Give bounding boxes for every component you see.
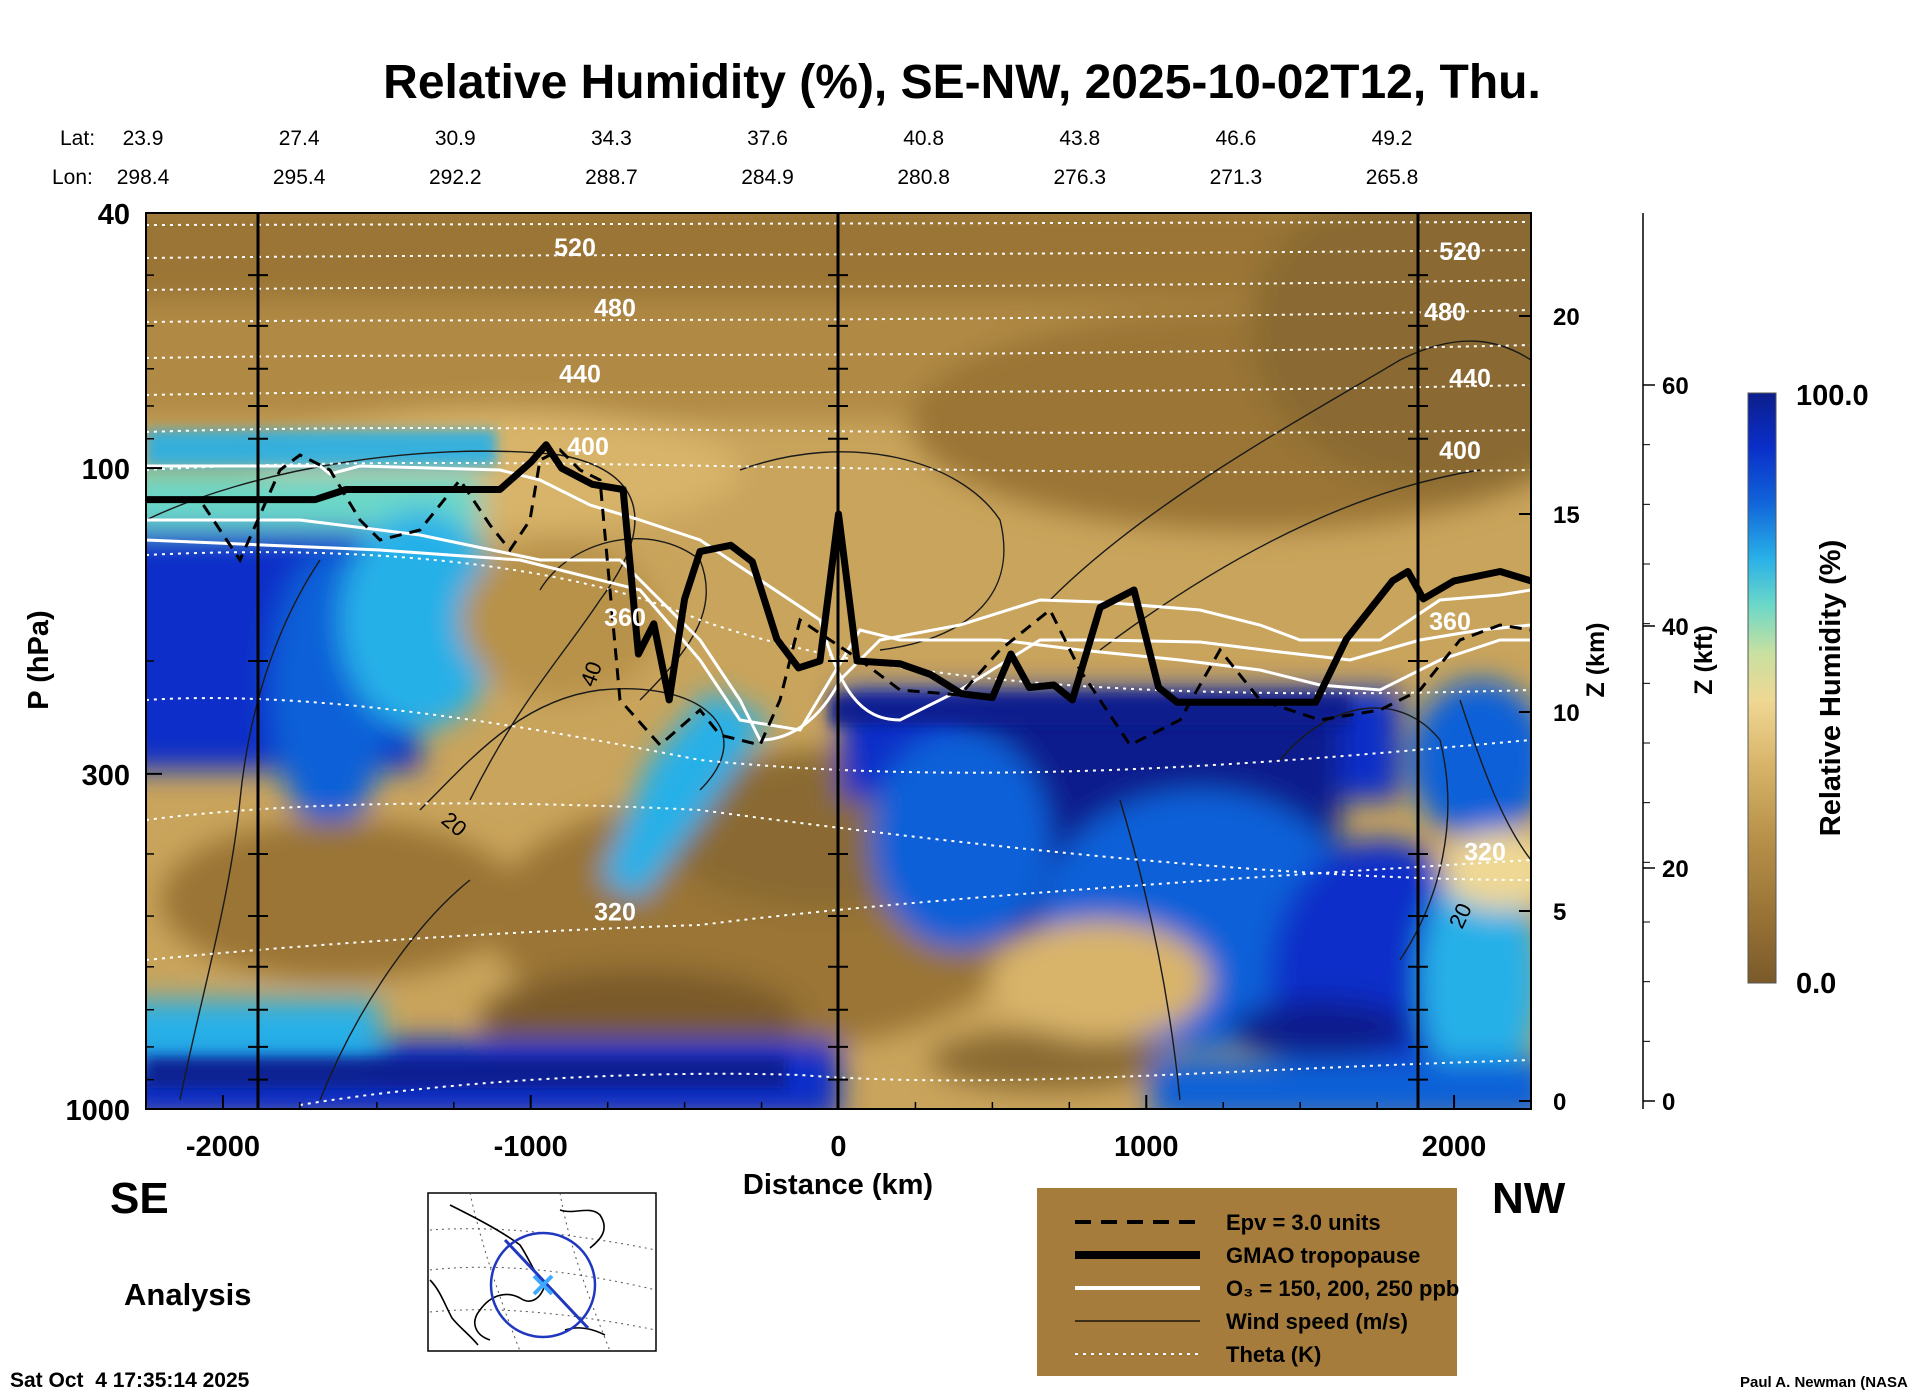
theta-label: 320: [594, 898, 636, 926]
lon-value: 288.7: [585, 166, 638, 189]
x-axis-label: Distance (km): [743, 1169, 933, 1201]
z-kft-tick-label: 40: [1662, 614, 1689, 641]
map-center-marker: [532, 1274, 554, 1296]
y-axis-label: P (hPa): [23, 610, 55, 709]
lat-value: 43.8: [1059, 127, 1100, 150]
lon-values: 298.4 295.4 292.2 288.7 284.9 280.8 276.3 271.3…: [117, 166, 1419, 189]
colorbar: [1747, 392, 1777, 984]
theta-label: 520: [1439, 238, 1481, 266]
theta-label: 520: [554, 234, 596, 262]
lon-value: 284.9: [741, 166, 794, 189]
epv-contour: [146, 448, 1531, 748]
z-km-ticks: 0 5 10 15 20: [1519, 304, 1580, 1116]
x-tick-label: 1000: [1114, 1131, 1179, 1163]
colorbar-min-label: 0.0: [1796, 968, 1836, 1000]
location-map-inset: [427, 1192, 657, 1352]
theta-label: 480: [1424, 299, 1466, 327]
credit: Paul A. Newman (NASA: [1740, 1374, 1908, 1391]
legend-tropopause: GMAO tropopause: [1226, 1243, 1420, 1268]
legend-wind: Wind speed (m/s): [1226, 1309, 1408, 1334]
lon-value: 295.4: [273, 166, 326, 189]
analysis-label: Analysis: [124, 1277, 252, 1312]
y-tick-label: 1000: [65, 1095, 130, 1127]
x-tick-label: -1000: [494, 1131, 568, 1163]
z-km-tick-label: 15: [1553, 502, 1580, 529]
direction-nw: NW: [1492, 1174, 1566, 1223]
theta-label: 480: [594, 295, 636, 323]
z-km-tick-label: 20: [1553, 304, 1580, 331]
y-tick-label: 100: [82, 454, 130, 486]
z-km-tick-label: 0: [1553, 1089, 1566, 1116]
lat-label: Lat:: [60, 127, 95, 150]
z-kft-axis-label: Z (kft): [1690, 625, 1718, 694]
theta-label: 360: [604, 604, 646, 632]
x-tick-label: 0: [830, 1131, 846, 1163]
map-range-circle: [489, 1231, 597, 1339]
x-tick-label: -2000: [186, 1131, 260, 1163]
lon-value: 271.3: [1210, 166, 1263, 189]
timestamp: Sat Oct 4 17:35:14 2025: [10, 1369, 250, 1392]
theta-labels: 520 520 480 480 440 440 400 400 360 360 320 320: [554, 234, 1506, 927]
lon-value: 292.2: [429, 166, 482, 189]
colorbar-max-label: 100.0: [1796, 380, 1869, 412]
chart-title: Relative Humidity (%), SE-NW, 2025-10-02…: [383, 56, 1541, 109]
lat-value: 40.8: [903, 127, 944, 150]
y-tick-label: 300: [82, 760, 130, 792]
legend-epv: Epv = 3.0 units: [1226, 1210, 1381, 1235]
z-kft-ticks: 0 20 40 60: [1643, 373, 1689, 1116]
lat-value: 37.6: [747, 127, 788, 150]
lon-value: 280.8: [897, 166, 950, 189]
colorbar-label: Relative Humidity (%): [1815, 540, 1847, 837]
theta-label: 400: [1439, 437, 1481, 465]
lat-values: 23.9 27.4 30.9 34.3 37.6 40.8 43.8 46.6 49.2: [123, 127, 1413, 150]
gmao-tropopause-line: [146, 441, 1531, 706]
theta-label: 360: [1429, 608, 1471, 636]
z-kft-tick-label: 60: [1662, 373, 1689, 400]
lon-value: 298.4: [117, 166, 170, 189]
direction-se: SE: [110, 1174, 169, 1223]
theta-label: 400: [567, 433, 609, 461]
lat-value: 46.6: [1215, 127, 1256, 150]
theta-label: 320: [1464, 838, 1506, 866]
legend-theta: Theta (K): [1226, 1342, 1321, 1367]
x-axis-ticks: -2000 -1000 0 1000 2000: [145, 1095, 1532, 1163]
lat-value: 23.9: [123, 127, 164, 150]
lat-value: 30.9: [435, 127, 476, 150]
lon-value: 265.8: [1366, 166, 1419, 189]
theta-label: 440: [1449, 365, 1491, 393]
z-kft-tick-label: 20: [1662, 856, 1689, 883]
ozone-contours: [146, 464, 1531, 742]
z-km-axis-label: Z (km): [1582, 623, 1610, 698]
lat-value: 34.3: [591, 127, 632, 150]
lat-value: 49.2: [1372, 127, 1413, 150]
y-axis-ticks: 40 100 300 1000: [65, 199, 1428, 1127]
z-kft-tick-label: 0: [1662, 1089, 1675, 1116]
y-tick-label: 40: [98, 199, 130, 231]
z-km-tick-label: 10: [1553, 700, 1580, 727]
map-coastline: [429, 1204, 606, 1346]
lon-value: 276.3: [1053, 166, 1106, 189]
x-tick-label: 2000: [1422, 1131, 1487, 1163]
lon-label: Lon:: [52, 166, 93, 189]
theta-label: 440: [559, 361, 601, 389]
legend-box: Epv = 3.0 units GMAO tropopause O₃ = 150…: [1037, 1188, 1459, 1376]
lat-value: 27.4: [279, 127, 320, 150]
legend-ozone: O₃ = 150, 200, 250 ppb: [1226, 1276, 1459, 1301]
z-km-tick-label: 5: [1553, 899, 1566, 926]
